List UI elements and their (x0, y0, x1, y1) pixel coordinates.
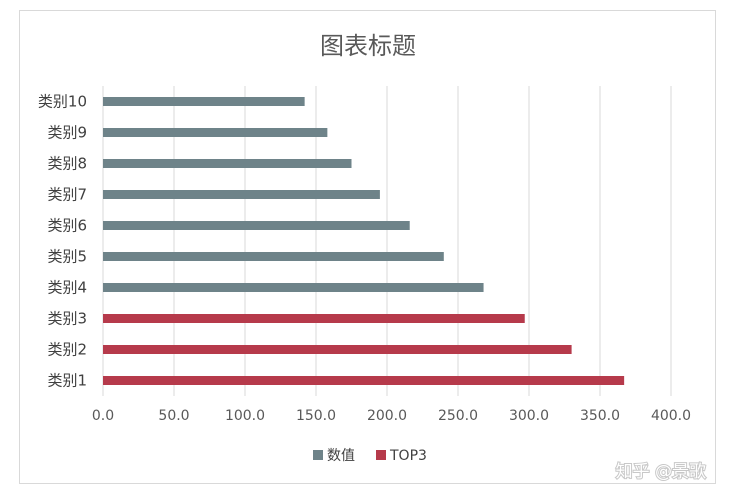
x-tick-label: 50.0 (158, 408, 189, 424)
legend-label: TOP3 (389, 448, 427, 464)
category-label: 类别10 (38, 93, 87, 111)
category-label: 类别6 (47, 217, 87, 235)
category-label: 类别5 (47, 248, 87, 266)
x-tick-label: 0.0 (92, 408, 114, 424)
bar (103, 314, 525, 323)
x-tick-label: 200.0 (367, 408, 407, 424)
bar (103, 97, 305, 106)
legend-swatch (313, 450, 323, 460)
x-tick-labels: 0.0 50.0 100.0 150.0 200.0 250.0 300.0 350.0 400… (92, 408, 691, 424)
legend: 数值 TOP3 (313, 448, 427, 464)
bar (103, 190, 380, 199)
bar (103, 345, 572, 354)
bar (103, 159, 352, 168)
category-label: 类别2 (47, 341, 87, 359)
bar (103, 252, 444, 261)
watermark: 知乎 @景歌 (615, 461, 707, 483)
x-tick-label: 250.0 (438, 408, 478, 424)
x-tick-label: 350.0 (580, 408, 620, 424)
chart-title: 图表标题 (320, 32, 416, 60)
category-label: 类别7 (47, 186, 87, 204)
bar (103, 283, 484, 292)
legend-swatch (376, 450, 386, 460)
category-label: 类别1 (47, 372, 87, 390)
category-label: 类别4 (47, 279, 87, 297)
legend-label: 数值 (327, 448, 355, 464)
bar (103, 221, 410, 230)
category-labels: 类别1 类别2 类别3 类别4 类别5 类别6 类别7 类别8 类别9 类别10 (38, 93, 87, 390)
x-tick-label: 150.0 (296, 408, 336, 424)
x-tick-label: 300.0 (509, 408, 549, 424)
bar (103, 128, 328, 137)
category-label: 类别9 (47, 124, 87, 142)
watermark-text: 知乎 @景歌 (616, 462, 706, 482)
category-label: 类别3 (47, 310, 87, 328)
x-tick-label: 400.0 (651, 408, 691, 424)
gridlines (102, 86, 672, 396)
x-tick-label: 100.0 (225, 408, 265, 424)
category-label: 类别8 (47, 155, 87, 173)
bar (103, 376, 625, 385)
bars (103, 97, 625, 385)
